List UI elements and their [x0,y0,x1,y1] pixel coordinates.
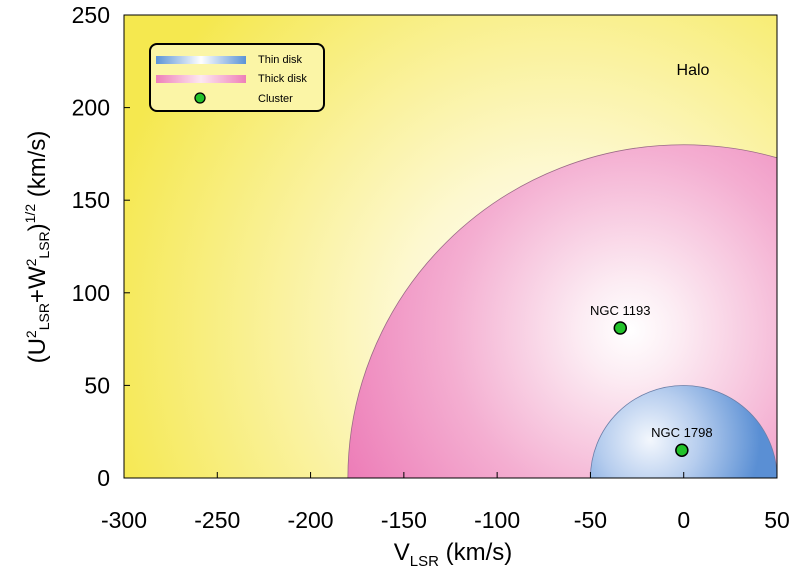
x-axis: -300 -250 -200 -150 -100 -50 0 50 [101,472,790,533]
cluster-point [613,321,628,335]
legend: Thin disk Thick disk Cluster [149,43,325,112]
thick-disk-region [348,145,777,478]
x-tick-label: -250 [194,507,240,533]
thin-disk-region [590,385,777,478]
y-tick-label: 200 [72,95,110,121]
halo-label: Halo [677,62,710,79]
cluster-point-label: NGC 1193 [590,303,650,318]
cluster-points: NGC 1193 NGC 1798 [590,303,713,457]
legend-thick-disk-label: Thick disk [258,73,307,85]
cluster-point [675,443,689,457]
x-tick-label: -150 [381,507,427,533]
x-tick-label: -50 [574,507,607,533]
y-axis: 0 50 100 150 200 250 [72,2,130,491]
x-tick-label: 50 [764,507,790,533]
x-tick-label: -100 [474,507,520,533]
y-tick-label: 150 [72,187,110,213]
y-axis-title: (U2LSR+W2LSR)1/2 (km/s) [22,131,52,364]
plot-frame [123,14,778,479]
x-tick-label: -300 [101,507,147,533]
plot-area: Halo [123,14,778,479]
x-tick-label: 0 [677,507,690,533]
legend-cluster-marker [194,92,206,104]
x-tick-label: -200 [288,507,334,533]
cluster-point-label: NGC 1798 [651,425,712,440]
legend-cluster-label: Cluster [258,93,293,105]
legend-thin-disk-swatch [156,56,246,64]
y-tick-label: 250 [72,2,110,28]
x-axis-title: VLSR (km/s) [394,539,513,570]
legend-thick-disk-swatch [156,75,246,83]
y-tick-label: 50 [84,372,110,398]
y-tick-label: 100 [72,280,110,306]
y-tick-label: 0 [97,465,110,491]
legend-thin-disk-label: Thin disk [258,54,303,66]
